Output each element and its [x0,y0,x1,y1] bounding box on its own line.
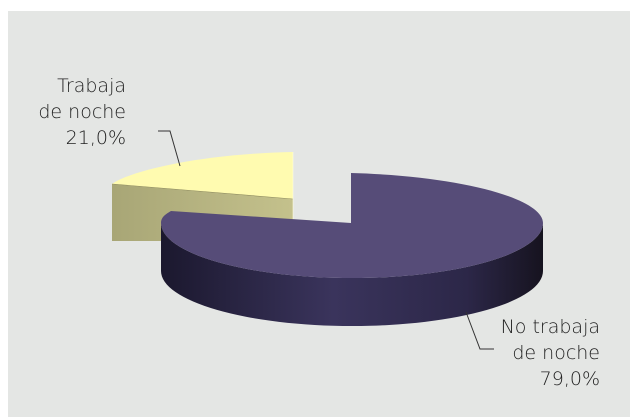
slice-trabaja-cut-edge [111,183,294,200]
label-trabaja-line2: de noche [38,101,126,123]
chart-panel: Trabaja de noche 21,0% No trabaja de noc… [8,11,630,417]
label-trabaja-line1: Trabaja [57,75,126,97]
label-trabaja-de-noche: Trabaja de noche 21,0% [38,75,126,149]
slice-no-trabaja-top [161,173,543,278]
slice-trabaja-top [112,152,293,199]
label-no-trabaja-line2: de noche [512,342,600,364]
leader-line-no-trabaja [465,311,494,350]
slice-no-trabaja-side [161,223,543,326]
slice-no-trabaja-de-noche [161,173,543,326]
leader-line-trabaja [158,130,181,167]
label-trabaja-percent: 21,0% [66,127,126,149]
label-no-trabaja-de-noche: No trabaja de noche 79,0% [501,316,600,390]
label-no-trabaja-line1: No trabaja [501,316,600,338]
pie-chart: Trabaja de noche 21,0% No trabaja de noc… [38,75,600,390]
label-no-trabaja-percent: 79,0% [540,368,600,390]
